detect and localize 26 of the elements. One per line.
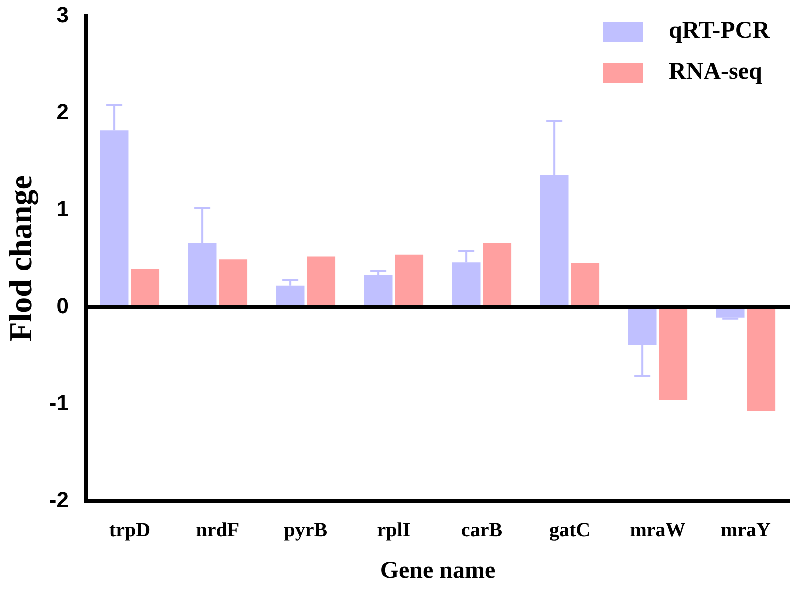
bar <box>747 307 776 411</box>
x-tick-label: nrdF <box>196 519 240 542</box>
y-tick-label: 1 <box>56 196 69 222</box>
x-tick-label: gatC <box>549 519 591 542</box>
bar <box>571 264 600 308</box>
bar <box>395 254 424 308</box>
bar <box>659 307 688 400</box>
y-tick-label: -1 <box>49 390 69 416</box>
legend-label: qRT-PCR <box>669 18 770 45</box>
y-tick-label: 3 <box>56 2 69 28</box>
bar <box>483 243 512 308</box>
legend-label: RNA-seq <box>669 59 762 86</box>
x-tick-label: rplI <box>377 519 411 542</box>
x-axis-title: Gene name <box>380 558 496 584</box>
y-axis-title: Flod change <box>2 176 40 342</box>
x-tick-label: mraY <box>721 519 772 542</box>
y-tick-label: -2 <box>49 487 69 512</box>
bar <box>131 269 160 308</box>
y-tick-label: 0 <box>56 293 69 318</box>
bar <box>307 256 336 308</box>
x-tick-label: mraW <box>630 519 686 542</box>
x-tick-label: trpD <box>109 519 151 542</box>
y-tick-label: 2 <box>56 99 69 124</box>
x-tick-label: pyrB <box>284 519 328 542</box>
x-tick-label: carB <box>461 519 503 542</box>
bar <box>219 260 248 308</box>
